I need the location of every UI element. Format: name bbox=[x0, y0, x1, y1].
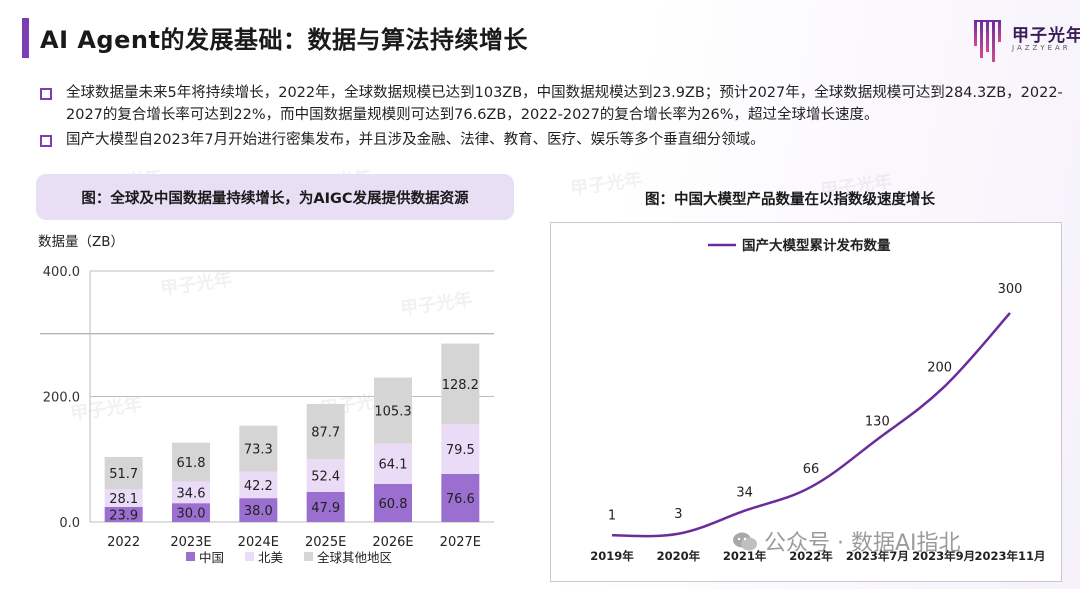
bullet-text: 国产大模型自2023年7月开始进行密集发布，并且涉及金融、法律、教育、医疗、娱乐… bbox=[66, 132, 765, 148]
legend-label: 全球其他地区 bbox=[317, 550, 392, 565]
bar-value-label: 87.7 bbox=[311, 426, 340, 441]
page-title: AI Agent的发展基础：数据与算法持续增长 bbox=[40, 26, 528, 54]
point-value-label: 300 bbox=[998, 282, 1023, 297]
bar-segment bbox=[172, 503, 210, 522]
x-tick-label: 2023E bbox=[170, 535, 211, 550]
bar-value-label: 34.6 bbox=[177, 486, 206, 501]
bullet-list: 全球数据量未来5年将持续增长，2022年，全球数据规模已达到103ZB，中国数据… bbox=[40, 82, 1065, 154]
bar-segment bbox=[104, 456, 143, 490]
bar-segment bbox=[172, 442, 210, 482]
wechat-icon bbox=[733, 532, 757, 551]
bar-value-label: 52.4 bbox=[311, 470, 340, 485]
legend-swatch bbox=[186, 552, 195, 561]
bar-value-label: 38.0 bbox=[244, 504, 273, 519]
bar-value-label: 73.3 bbox=[244, 443, 273, 458]
x-tick-label: 2019年 bbox=[590, 549, 634, 563]
bar-value-label: 51.7 bbox=[109, 467, 138, 482]
bar-segment bbox=[441, 343, 480, 425]
bar-segment bbox=[306, 491, 345, 522]
point-value-label: 200 bbox=[927, 360, 952, 375]
x-tick-label: 2023年11月 bbox=[974, 549, 1045, 563]
x-tick-label: 2021年 bbox=[723, 549, 767, 563]
data-volume-bar-chart: 0.0 200.0 400.0 23.9 28.1 51.7 2022 30.0 34.6 61.… bbox=[40, 265, 494, 565]
bar-value-label: 64.1 bbox=[379, 458, 408, 473]
bar-segment bbox=[239, 471, 278, 499]
bar-segment bbox=[374, 443, 412, 484]
x-tick-label: 2023年7月 bbox=[846, 549, 909, 563]
bar-value-label: 79.5 bbox=[446, 443, 475, 458]
legend-label: 中国 bbox=[199, 550, 224, 565]
bar-value-label: 42.2 bbox=[244, 479, 273, 494]
bar-segment bbox=[239, 498, 278, 522]
series-line bbox=[611, 312, 1011, 538]
bullet-item: 国产大模型自2023年7月开始进行密集发布，并且涉及金融、法律、教育、医疗、娱乐… bbox=[40, 129, 1065, 151]
bullet-item: 全球数据量未来5年将持续增长，2022年，全球数据规模已达到103ZB，中国数据… bbox=[40, 82, 1065, 126]
logo-mark-icon bbox=[974, 20, 1001, 62]
point-value-label: 3 bbox=[674, 507, 682, 522]
bar-chart-y-label: 数据量（ZB） bbox=[38, 234, 125, 250]
bar-value-label: 76.6 bbox=[446, 492, 475, 507]
bar-value-label: 28.1 bbox=[109, 492, 138, 507]
bar-segment bbox=[104, 489, 143, 508]
point-value-label: 66 bbox=[803, 462, 820, 477]
point-value-label: 34 bbox=[736, 486, 753, 501]
bullet-marker-icon bbox=[40, 88, 52, 100]
logo-text: 甲子光年 bbox=[1012, 26, 1080, 46]
footer-wechat-credit: 公众号 · 数据AI指北 bbox=[732, 525, 961, 557]
x-tick-label: 2027E bbox=[440, 535, 481, 550]
x-tick-label: 2026E bbox=[372, 535, 413, 550]
point-value-label: 130 bbox=[865, 414, 890, 429]
legend-swatch bbox=[245, 552, 254, 561]
model-count-line-chart: 国产大模型累计发布数量 1 3 34 66 130 200 300 2019年 2020年 2021… bbox=[590, 237, 1045, 563]
x-tick-label: 2025E bbox=[305, 535, 346, 550]
bar-segment bbox=[104, 507, 143, 522]
bar-value-label: 60.8 bbox=[379, 497, 408, 512]
bar-segment bbox=[239, 425, 278, 472]
title-accent-bar bbox=[22, 18, 29, 58]
bar-segment bbox=[306, 459, 345, 492]
brand-logo: 甲子光年 JAZZYEAR bbox=[972, 18, 1080, 62]
bar-segment bbox=[306, 404, 345, 460]
bar-value-label: 23.9 bbox=[109, 509, 138, 524]
point-value-label: 1 bbox=[608, 508, 616, 523]
bar-segment bbox=[374, 377, 412, 444]
bar-segment bbox=[441, 424, 480, 474]
bar-value-label: 105.3 bbox=[374, 405, 411, 420]
x-tick-label: 2020年 bbox=[657, 549, 701, 563]
legend-label: 北美 bbox=[258, 550, 283, 565]
logo-subtext: JAZZYEAR bbox=[1012, 44, 1071, 52]
bar-segment bbox=[172, 481, 210, 504]
legend-swatch bbox=[304, 552, 313, 561]
footer-text: 公众号 · 数据AI指北 bbox=[764, 531, 961, 556]
y-tick-label: 0.0 bbox=[59, 516, 80, 531]
bullet-marker-icon bbox=[40, 135, 52, 147]
x-tick-label: 2023年9月 bbox=[912, 549, 975, 563]
x-tick-label: 2024E bbox=[238, 535, 279, 550]
x-tick-label: 2022 bbox=[107, 535, 140, 550]
bar-value-label: 128.2 bbox=[442, 378, 479, 393]
bar-segment bbox=[374, 483, 412, 522]
x-tick-label: 2022年 bbox=[789, 549, 833, 563]
right-chart-panel bbox=[550, 222, 1062, 582]
left-chart-caption: 图：全球及中国数据量持续增长，为AIGC发展提供数据资源 bbox=[36, 174, 514, 220]
bar-value-label: 61.8 bbox=[177, 456, 206, 471]
bar-value-label: 47.9 bbox=[311, 501, 340, 516]
bullet-text: 全球数据量未来5年将持续增长，2022年，全球数据规模已达到103ZB，中国数据… bbox=[66, 85, 1063, 123]
bar-segment bbox=[441, 473, 480, 522]
y-tick-label: 400.0 bbox=[43, 265, 80, 280]
y-tick-label: 200.0 bbox=[43, 391, 80, 406]
right-chart-caption: 图：中国大模型产品数量在以指数级速度增长 bbox=[645, 192, 935, 208]
legend-label: 国产大模型累计发布数量 bbox=[742, 237, 891, 254]
bar-value-label: 30.0 bbox=[177, 507, 206, 522]
